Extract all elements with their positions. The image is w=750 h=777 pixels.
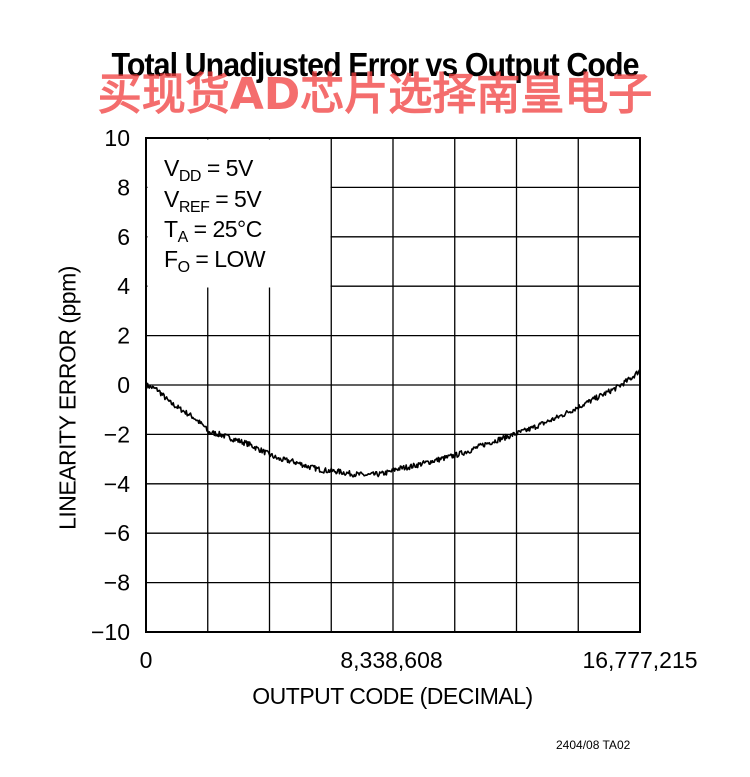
y-tick-label: 4 xyxy=(117,273,130,299)
condition-box xyxy=(147,139,331,288)
y-tick-label: −2 xyxy=(104,421,130,447)
y-tick-label: 6 xyxy=(117,224,130,250)
x-tick-label: 8,338,608 xyxy=(340,647,442,673)
y-tick-label: −6 xyxy=(104,520,130,546)
y-tick-label: 8 xyxy=(117,174,130,200)
chart-title: Total Unadjusted Error vs Output Code xyxy=(111,46,639,83)
condition-vref: VREF = 5V xyxy=(164,186,262,216)
x-axis-title: OUTPUT CODE (DECIMAL) xyxy=(252,683,533,709)
watermark: 买现货AD芯片选择南皇电子 xyxy=(97,69,653,120)
y-tick-label: 2 xyxy=(117,323,130,349)
figure-code: 2404/08 TA02 xyxy=(556,738,631,752)
condition-ta: TA = 25°C xyxy=(164,216,262,246)
condition-fo: FO = LOW xyxy=(164,246,266,276)
y-tick-label: 0 xyxy=(117,372,130,398)
x-tick-label: 0 xyxy=(140,647,153,673)
x-tick-label: 16,777,215 xyxy=(582,647,697,673)
y-axis-title: LINEARITY ERROR (ppm) xyxy=(54,266,81,530)
y-tick-label: 10 xyxy=(104,125,130,151)
series-line xyxy=(145,369,641,478)
y-tick-label: −10 xyxy=(91,619,130,645)
y-tick-label: −8 xyxy=(104,570,130,596)
condition-vdd: VDD = 5V xyxy=(164,155,253,185)
y-tick-label: −4 xyxy=(104,471,130,497)
